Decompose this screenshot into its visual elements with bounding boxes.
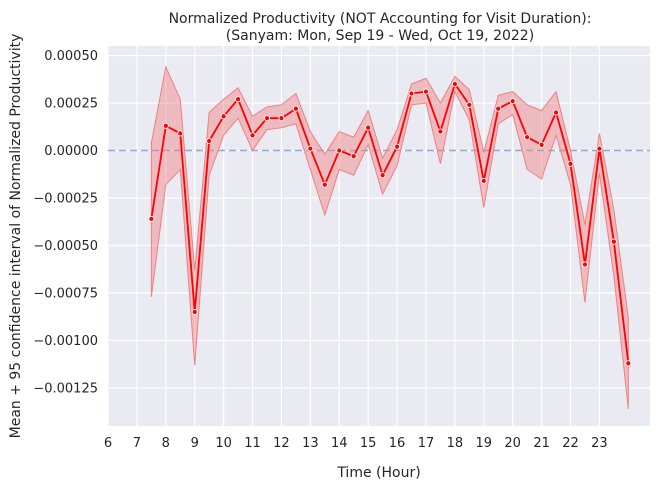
data-point-16 [394, 143, 401, 150]
data-point-9 [191, 308, 198, 316]
y-tick-label: 0.00025 [44, 97, 98, 112]
data-point-17.5 [437, 128, 444, 135]
chart-title-line2: (Sanyam: Mon, Sep 19 - Wed, Oct 19, 2022… [226, 28, 534, 44]
data-point-14.5 [350, 153, 357, 160]
data-point-18 [451, 80, 458, 88]
x-tick-label: 21 [533, 436, 550, 451]
data-point-12 [278, 115, 285, 122]
data-point-8.5 [177, 130, 184, 137]
x-tick-label: 10 [215, 436, 232, 451]
data-point-23.5 [610, 238, 617, 245]
data-point-22.5 [581, 261, 589, 268]
x-tick-label: 14 [331, 436, 348, 451]
data-point-11 [249, 132, 256, 139]
x-tick-labels: 6 7 8 9 10 11 12 13 14 15 16 17 18 19 20 21 22 23 [104, 436, 608, 451]
data-point-11.5 [263, 115, 271, 122]
x-tick-label: 20 [504, 436, 521, 451]
data-point-9.5 [206, 137, 213, 145]
x-tick-label: 11 [244, 436, 261, 451]
chart-title-line1: Normalized Productivity (NOT Accounting … [169, 11, 592, 27]
y-tick-label: −0.00025 [33, 192, 98, 207]
x-tick-label: 6 [104, 436, 112, 451]
x-tick-label: 13 [302, 436, 319, 451]
data-point-20.5 [524, 134, 531, 141]
y-tick-label: 0.00050 [44, 49, 98, 64]
y-tick-labels: 0.00050 0.00025 0.00000 −0.00025 −0.00050 −0.… [33, 49, 98, 397]
x-tick-label: 8 [162, 436, 170, 451]
x-tick-label: 17 [418, 436, 435, 451]
data-point-10 [220, 113, 227, 120]
mean-line-group [150, 83, 630, 364]
data-point-23 [596, 145, 603, 152]
data-point-10.5 [235, 96, 242, 103]
x-tick-label: 23 [591, 436, 608, 451]
data-point-17 [422, 88, 430, 95]
confidence-band [150, 65, 629, 409]
data-point-13 [307, 145, 314, 152]
x-tick-label: 15 [360, 436, 377, 451]
data-point-21 [538, 141, 545, 148]
y-tick-label: −0.00100 [33, 334, 98, 349]
x-tick-label: 12 [273, 436, 290, 451]
data-point-19 [480, 177, 487, 184]
y-tick-label: −0.00125 [33, 382, 98, 397]
data-point-15.5 [379, 172, 386, 179]
x-tick-label: 22 [562, 436, 579, 451]
y-tick-label: −0.00075 [33, 287, 98, 302]
x-tick-label: 7 [133, 436, 141, 451]
data-point-22 [567, 160, 574, 167]
data-point-15 [365, 124, 372, 131]
confidence-band-group [150, 65, 629, 409]
y-tick-label: −0.00050 [33, 239, 98, 254]
data-point-18.5 [466, 101, 473, 108]
data-point-8 [162, 122, 169, 129]
x-tick-label: 16 [389, 436, 406, 451]
mean-line [150, 83, 630, 364]
y-tick-label: 0.00000 [44, 144, 98, 159]
x-tick-label: 9 [191, 436, 199, 451]
x-tick-label: 19 [476, 436, 493, 451]
data-point-7.5 [148, 215, 155, 222]
data-point-20 [509, 98, 516, 105]
y-axis-label: Mean + 95 confidence interval of Normali… [8, 34, 24, 439]
grid-lines [107, 46, 650, 426]
data-point-13.5 [321, 181, 328, 188]
x-tick-label: 18 [447, 436, 464, 451]
data-point-12.5 [292, 105, 299, 112]
data-point-14 [336, 147, 343, 154]
data-point-24 [625, 360, 632, 367]
data-points-group [148, 80, 632, 367]
data-point-21.5 [553, 109, 560, 116]
x-axis-label: Time (Hour) [336, 465, 420, 481]
data-point-16.5 [408, 90, 415, 97]
data-point-19.5 [495, 105, 502, 112]
